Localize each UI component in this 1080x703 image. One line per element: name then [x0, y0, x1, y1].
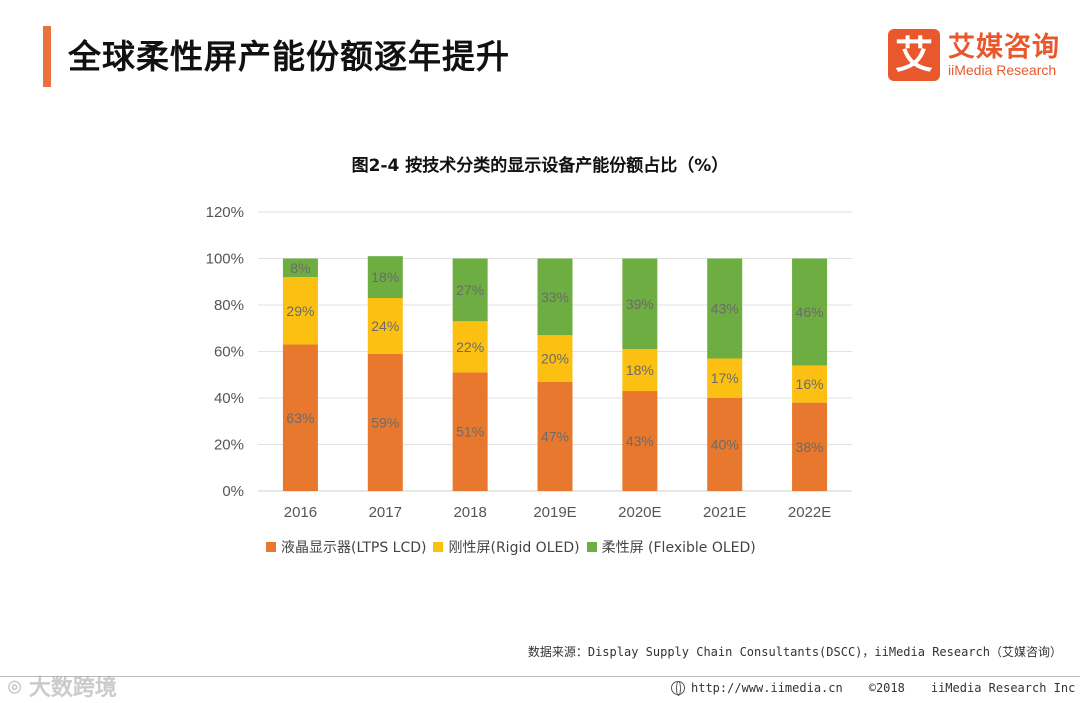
legend-item: 柔性屏 (Flexible OLED)	[586, 537, 756, 557]
brand-name-en: iiMedia Research	[948, 62, 1057, 78]
data-label: 20%	[541, 350, 569, 366]
bar-segment	[707, 398, 743, 491]
chart-legend: 液晶显示器(LTPS LCD) 刚性屏(Rigid OLED) 柔性屏 (Flexi…	[266, 537, 763, 557]
bar-segment	[792, 258, 828, 366]
data-label: 29%	[286, 303, 314, 319]
data-label: 59%	[371, 414, 399, 430]
y-tick-label: 100%	[206, 251, 244, 268]
x-tick-label: 2018	[453, 504, 486, 521]
data-label: 38%	[796, 439, 824, 455]
brand-name-cn: 艾媒咨询	[948, 32, 1060, 63]
legend-label: 柔性屏 (Flexible OLED)	[601, 540, 756, 556]
data-label: 18%	[371, 269, 399, 285]
footer-company: iiMedia Research Inc	[930, 681, 1076, 695]
data-label: 46%	[796, 304, 824, 320]
data-label: 18%	[626, 362, 654, 378]
x-tick-label: 2017	[369, 504, 402, 521]
footer-copyright: ©2018	[868, 681, 905, 695]
bar-segment	[537, 258, 573, 336]
footer-url: http://www.iimedia.cn	[691, 681, 843, 695]
bar-segment	[622, 258, 658, 350]
x-tick-label: 2022E	[788, 504, 831, 521]
data-label: 43%	[626, 433, 654, 449]
brand-logo: 艾 艾媒咨询 iiMedia Research	[888, 29, 1068, 83]
footer: http://www.iimedia.cn ©2018 iiMedia Rese…	[671, 681, 1076, 696]
data-label: 8%	[290, 260, 310, 276]
bar-segment	[452, 372, 488, 491]
bar-segment	[282, 277, 318, 345]
x-tick-label: 2019E	[533, 504, 576, 521]
x-tick-label: 2016	[284, 504, 317, 521]
data-label: 24%	[371, 318, 399, 334]
page-title: 全球柔性屏产能份额逐年提升	[68, 37, 510, 76]
bar-segment	[452, 321, 488, 373]
chart-title: 图2-4 按技术分类的显示设备产能份额占比（%）	[351, 156, 729, 176]
bar-segment	[367, 256, 403, 299]
bar-segment	[367, 298, 403, 354]
watermark: ⌾ 大数跨境	[8, 676, 117, 701]
y-tick-label: 40%	[214, 390, 244, 407]
legend-swatch	[433, 542, 444, 552]
data-label: 22%	[456, 339, 484, 355]
bar-segment	[452, 258, 488, 322]
bar-segment	[282, 258, 318, 278]
y-tick-label: 80%	[214, 297, 244, 314]
data-source-note: 数据来源：Display Supply Chain Consultants(DS…	[527, 645, 1062, 659]
bar-segment	[792, 402, 828, 491]
x-tick-label: 2020E	[618, 504, 661, 521]
data-label: 17%	[711, 370, 739, 386]
data-label: 63%	[286, 410, 314, 426]
y-tick-label: 120%	[206, 204, 244, 221]
legend-item: 液晶显示器(LTPS LCD)	[266, 537, 426, 557]
y-tick-label: 20%	[214, 437, 244, 454]
data-label: 27%	[456, 282, 484, 298]
y-tick-label: 60%	[214, 344, 244, 361]
x-tick-label: 2021E	[703, 504, 746, 521]
bar-segment	[282, 344, 318, 491]
data-label: 16%	[796, 376, 824, 392]
data-label: 40%	[711, 437, 739, 453]
bar-segment	[622, 349, 658, 392]
legend-item: 刚性屏(Rigid OLED)	[433, 537, 580, 557]
bar-segment	[537, 381, 573, 491]
data-label: 47%	[541, 428, 569, 444]
bar-segment	[707, 258, 743, 359]
title-accent-bar	[43, 26, 51, 87]
data-label: 43%	[711, 300, 739, 316]
data-label: 39%	[626, 296, 654, 312]
bar-segment	[707, 358, 743, 398]
y-tick-label: 0%	[222, 483, 244, 500]
legend-label: 刚性屏(Rigid OLED)	[448, 540, 580, 556]
legend-swatch	[586, 542, 597, 552]
footer-divider	[0, 676, 1080, 677]
bar-segment	[367, 353, 403, 491]
data-label: 33%	[541, 289, 569, 305]
legend-swatch	[266, 542, 276, 552]
data-label: 51%	[456, 424, 484, 440]
bar-segment	[622, 391, 658, 491]
bar-segment	[537, 335, 573, 382]
brand-mark-icon: 艾	[888, 29, 940, 81]
legend-label: 液晶显示器(LTPS LCD)	[281, 540, 427, 556]
bar-segment	[792, 365, 828, 403]
globe-icon	[671, 681, 685, 696]
